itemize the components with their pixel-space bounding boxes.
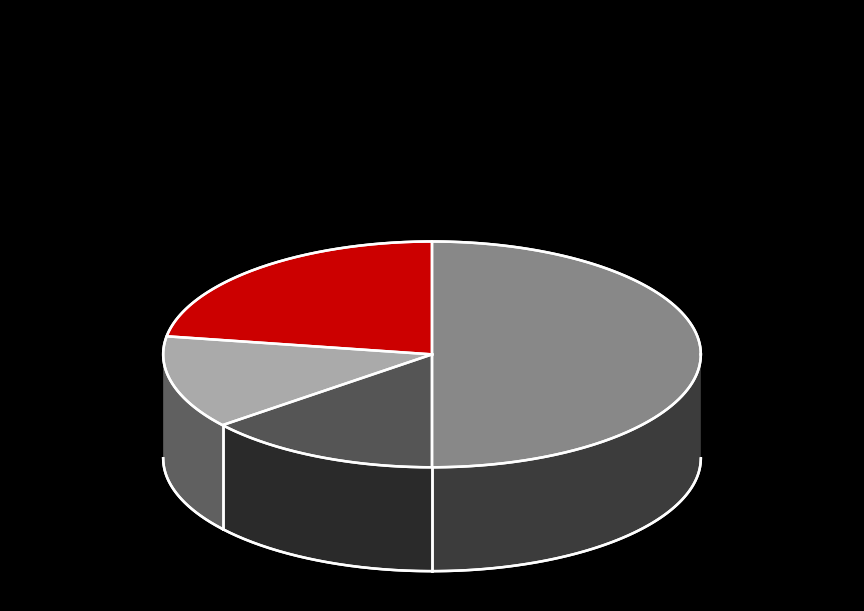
Polygon shape — [163, 336, 432, 425]
Polygon shape — [223, 354, 432, 467]
Polygon shape — [223, 425, 432, 571]
Polygon shape — [432, 355, 701, 571]
Polygon shape — [167, 241, 432, 354]
Polygon shape — [432, 241, 701, 467]
Polygon shape — [163, 354, 223, 529]
